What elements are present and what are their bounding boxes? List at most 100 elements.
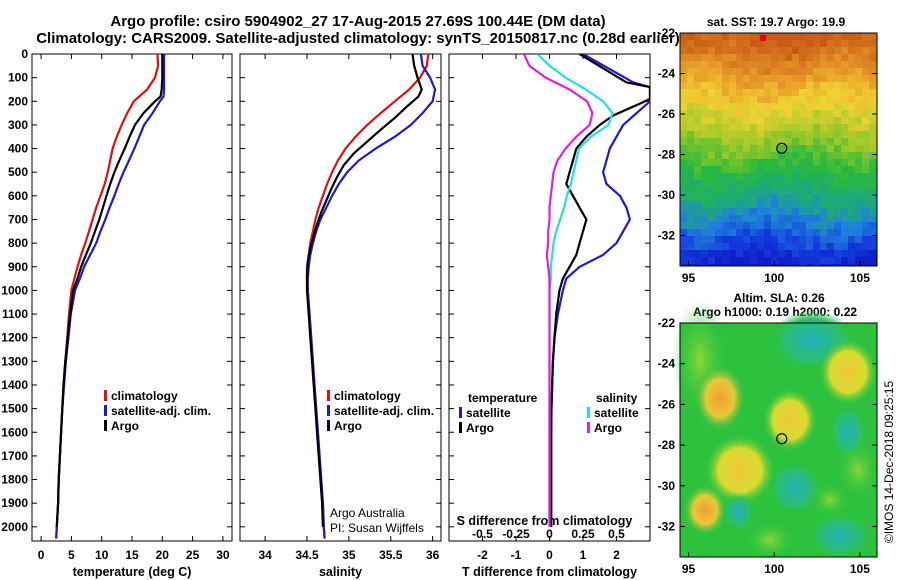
sst-cell — [736, 61, 744, 69]
sst-cell — [708, 68, 716, 76]
sst-cell — [764, 166, 772, 174]
sst-cell — [869, 201, 877, 209]
sst-cell — [799, 96, 807, 104]
sst-cell — [785, 103, 793, 111]
sst-cell — [771, 145, 779, 153]
sst-cell — [680, 33, 688, 41]
sst-cell — [848, 110, 856, 118]
sst-cell — [820, 131, 828, 139]
sst-cell — [855, 47, 863, 55]
sst-cell — [722, 131, 730, 139]
sst-cell — [862, 215, 870, 223]
sst-cell — [806, 131, 814, 139]
sst-cell — [701, 229, 709, 237]
sst-cell — [841, 124, 849, 132]
sst-cell — [848, 47, 856, 55]
sst-cell — [764, 187, 772, 195]
sst-cell — [841, 250, 849, 258]
sst-cell — [701, 159, 709, 167]
sst-map-title: sat. SST: 19.7 Argo: 19.9 — [707, 15, 846, 29]
sst-cell — [757, 131, 765, 139]
sst-cell — [792, 229, 800, 237]
sst-cell — [785, 117, 793, 125]
sst-cell — [701, 138, 709, 146]
sst-cell — [806, 194, 814, 202]
sst-cell — [792, 61, 800, 69]
sst-cell — [736, 187, 744, 195]
sst-cell — [820, 222, 828, 230]
sst-cell — [869, 54, 877, 62]
sst-cell — [813, 222, 821, 230]
sst-cell — [687, 208, 695, 216]
sst-cell — [764, 61, 772, 69]
sst-cell — [862, 264, 870, 267]
sst-cell — [806, 166, 814, 174]
sst-cell — [708, 264, 716, 267]
sst-cell — [694, 187, 702, 195]
sst-cell — [834, 110, 842, 118]
sst-cell — [708, 40, 716, 48]
sst-cell — [736, 208, 744, 216]
sst-cell — [834, 40, 842, 48]
sst-cell — [687, 187, 695, 195]
sla-anomaly-blob — [762, 388, 818, 452]
sst-cell — [708, 131, 716, 139]
x-tick-label: 35.5 — [379, 548, 403, 562]
sst-cell — [806, 82, 814, 90]
sst-cell — [827, 243, 835, 251]
sst-cell — [771, 166, 779, 174]
sst-cell — [855, 54, 863, 62]
depth-tick-label: 800 — [8, 236, 28, 250]
sst-cell — [729, 145, 737, 153]
sst-cell — [764, 152, 772, 160]
legend-label: climatology — [334, 389, 401, 403]
sst-cell — [715, 208, 723, 216]
sst-cell — [743, 222, 751, 230]
sst-cell — [785, 145, 793, 153]
sst-cell — [757, 54, 765, 62]
sla-map-frame — [679, 322, 878, 558]
sst-cell — [687, 194, 695, 202]
sst-cell — [715, 103, 723, 111]
sst-cell — [785, 138, 793, 146]
sst-cell — [708, 152, 716, 160]
sst-cell — [736, 89, 744, 97]
sst-cell — [729, 236, 737, 244]
sst-cell — [855, 61, 863, 69]
sst-cell — [848, 152, 856, 160]
sst-cell — [792, 40, 800, 48]
sst-cell — [778, 236, 786, 244]
lat-tick-label: -24 — [658, 67, 676, 81]
sst-cell — [799, 229, 807, 237]
sst-cell — [834, 215, 842, 223]
sst-cell — [694, 243, 702, 251]
sst-cell — [792, 89, 800, 97]
sst-cell — [862, 61, 870, 69]
sst-cell — [750, 33, 758, 41]
sst-cell — [785, 201, 793, 209]
sst-cell — [680, 173, 688, 181]
sst-cell — [771, 257, 779, 265]
sst-cell — [841, 194, 849, 202]
credit-line-1: Argo Australia — [330, 506, 405, 520]
sst-cell — [869, 194, 877, 202]
sst-cell — [813, 82, 821, 90]
sst-cell — [827, 180, 835, 188]
sst-cell — [827, 47, 835, 55]
lat-tick-label: -26 — [658, 107, 676, 121]
sst-cell — [687, 243, 695, 251]
lon-tick-label: 100 — [764, 562, 784, 576]
sst-cell — [750, 117, 758, 125]
sst-cell — [687, 68, 695, 76]
sst-cell — [841, 187, 849, 195]
sst-cell — [792, 236, 800, 244]
sst-cell — [813, 257, 821, 265]
sst-cell — [778, 257, 786, 265]
sst-cell — [750, 166, 758, 174]
sst-cell — [848, 138, 856, 146]
sst-cell — [694, 229, 702, 237]
sst-cell — [701, 110, 709, 118]
sst-cell — [820, 82, 828, 90]
sst-cell — [743, 124, 751, 132]
sst-cell — [827, 208, 835, 216]
